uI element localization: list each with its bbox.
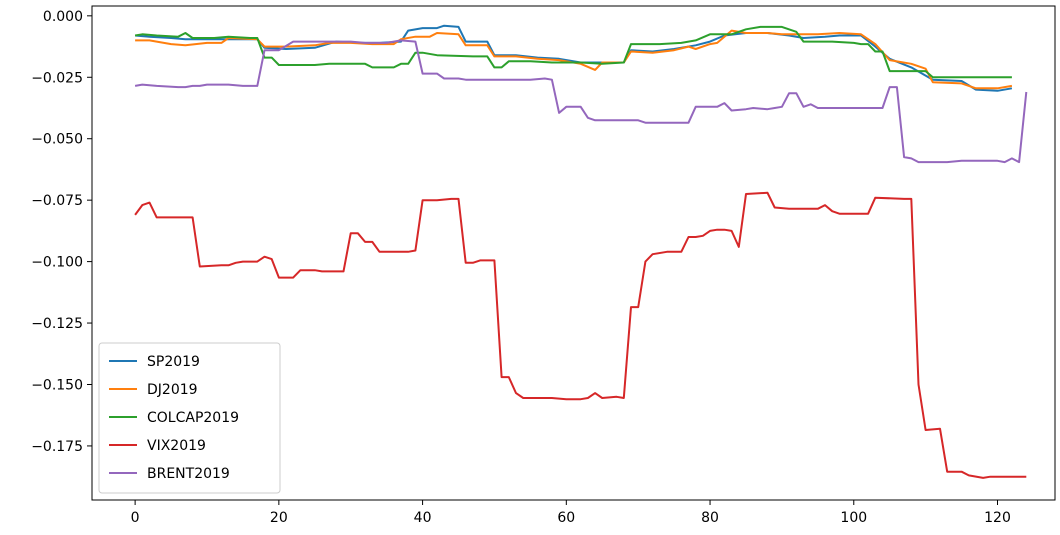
y-tick-label: −0.075 (31, 193, 83, 209)
series-line-brent2019 (134, 39, 1028, 164)
legend-label-sp2019: SP2019 (147, 354, 200, 370)
legend-label-dj2019: DJ2019 (147, 382, 198, 398)
legend-label-vix2019: VIX2019 (147, 438, 206, 454)
legend-box (98, 342, 281, 494)
x-tick-label: 80 (701, 510, 719, 526)
y-tick-label: −0.125 (31, 316, 83, 332)
x-tick-label: 40 (414, 510, 432, 526)
series-line-colcap2019 (134, 25, 1012, 79)
series-line-sp2019 (135, 24, 1013, 92)
y-tick-label: 0.000 (43, 9, 83, 25)
series-line-vix2019 (134, 191, 1027, 479)
x-tick-label: 120 (984, 510, 1011, 526)
y-tick-label: −0.175 (31, 439, 83, 455)
y-tick-label: −0.025 (31, 70, 83, 86)
y-tick-label: −0.100 (31, 255, 83, 271)
legend-label-brent2019: BRENT2019 (147, 466, 230, 482)
series-layer (134, 24, 1028, 479)
plot-frame (91, 5, 1056, 501)
x-tick-label: 0 (131, 510, 140, 526)
x-tick-label: 100 (840, 510, 867, 526)
legend: SP2019 DJ2019 COLCAP2019 VIX2019 BRENT2019 (98, 342, 281, 494)
x-tick-label: 20 (270, 510, 288, 526)
y-axis: 0.000 −0.025 −0.050 −0.075 −0.100 −0.125 −0.15… (31, 9, 92, 455)
legend-label-colcap2019: COLCAP2019 (147, 410, 239, 426)
y-tick-label: −0.150 (31, 377, 83, 393)
x-tick-label: 60 (557, 510, 575, 526)
y-tick-label: −0.050 (31, 132, 83, 148)
x-axis: 0 20 40 60 80 100 120 (131, 500, 1011, 526)
